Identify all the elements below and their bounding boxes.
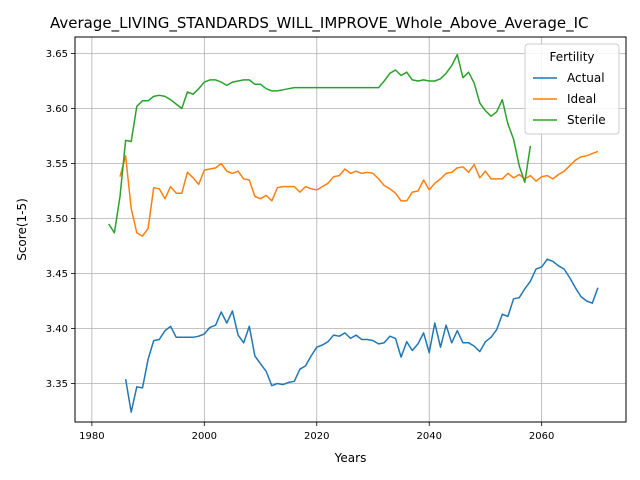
legend-label-ideal: Ideal xyxy=(567,92,596,106)
y-tick-label: 3.60 xyxy=(46,104,68,115)
x-tick-label: 1980 xyxy=(79,431,104,442)
legend-title: Fertility xyxy=(549,50,594,64)
y-tick-label: 3.45 xyxy=(46,269,68,280)
y-tick-label: 3.65 xyxy=(46,49,68,60)
x-axis-label: Years xyxy=(334,451,367,465)
x-tick-label: 2040 xyxy=(416,431,441,442)
series-line-actual xyxy=(124,258,599,413)
y-tick-label: 3.50 xyxy=(46,214,68,225)
series-lines xyxy=(108,53,599,413)
x-tick-label: 2020 xyxy=(304,431,329,442)
legend-box xyxy=(524,43,620,135)
series-line-sterile xyxy=(108,53,532,234)
x-axis-ticks: 1980 2000 2020 2040 2060 xyxy=(79,422,554,442)
y-tick-label: 3.40 xyxy=(46,324,68,335)
legend-label-sterile: Sterile xyxy=(567,113,606,127)
y-axis-label: Score(1-5) xyxy=(15,198,29,261)
y-tick-label: 3.55 xyxy=(46,159,68,170)
y-axis-ticks: 3.35 3.40 3.45 3.50 3.55 3.60 3.65 xyxy=(46,49,75,390)
axes-frame xyxy=(74,36,627,423)
x-tick-label: 2000 xyxy=(192,431,217,442)
chart-title: Average_LIVING_STANDARDS_WILL_IMPROVE_Wh… xyxy=(50,14,589,33)
x-tick-label: 2060 xyxy=(529,431,554,442)
legend: Fertility Actual Ideal Sterile xyxy=(524,43,620,135)
series-line-ideal xyxy=(119,150,599,237)
y-tick-label: 3.35 xyxy=(46,379,68,390)
legend-label-actual: Actual xyxy=(567,71,605,85)
